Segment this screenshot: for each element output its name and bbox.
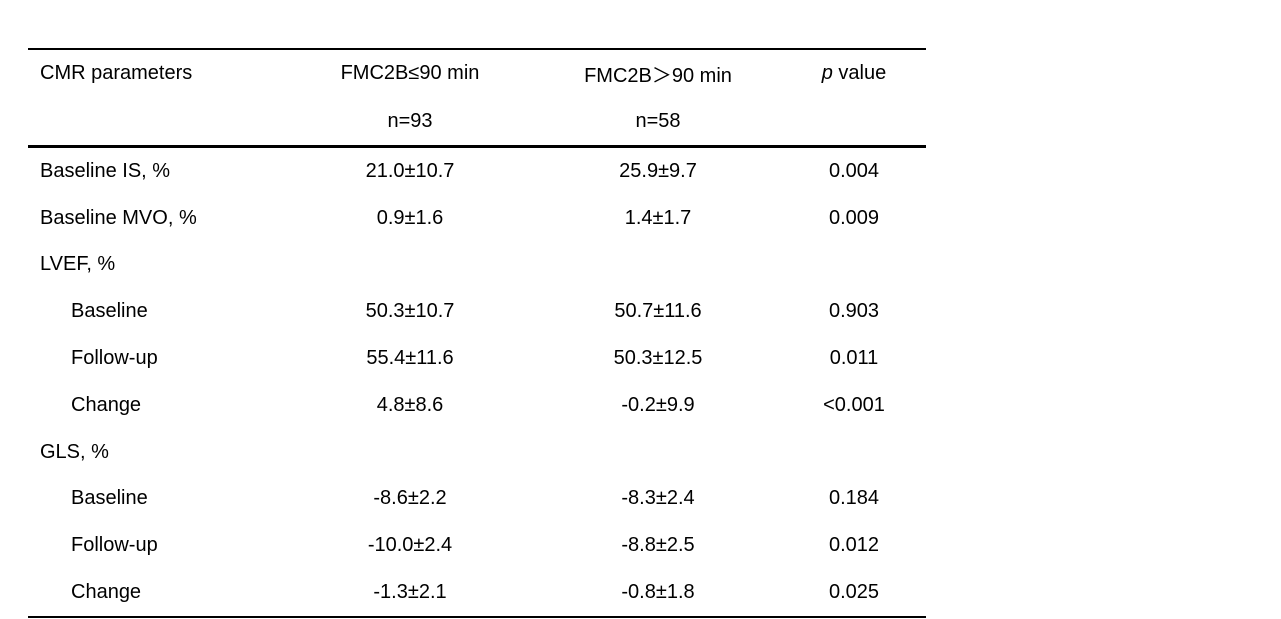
row-label-cell: Baseline MVO, % — [40, 206, 197, 229]
group2-value-cell: -8.8±2.5 — [621, 534, 695, 557]
p-value-cell: <0.001 — [823, 393, 885, 416]
p-value-cell: 0.011 — [829, 347, 879, 370]
header-label-group2: FMC2B＞90 min — [584, 65, 732, 88]
p-value-cell — [782, 242, 926, 289]
p-value-cell: 0.184 — [828, 487, 880, 510]
table-body: Baseline IS, % 21.0±10.7 25.9±9.7 0.004 … — [28, 148, 926, 616]
header-label-cmr-parameters: CMR parameters — [40, 62, 193, 85]
table-row-baseline-is: Baseline IS, % 21.0±10.7 25.9±9.7 0.004 — [28, 148, 926, 195]
group1-value-cell — [286, 242, 534, 289]
row-label-cell: Baseline IS, % — [40, 159, 171, 182]
table-row-lvef-change: Change 4.8±8.6 -0.2±9.9 <0.001 — [28, 382, 926, 429]
table-header: CMR parameters FMC2B≤90 min n=93 FMC2B＞9… — [28, 50, 926, 148]
p-value-cell: 0.012 — [828, 534, 880, 557]
group2-value-cell: 50.7±11.6 — [614, 300, 702, 323]
group1-value-cell: 4.8±8.6 — [376, 393, 444, 416]
group1-value-cell: 21.0±10.7 — [365, 159, 455, 182]
row-label-cell: GLS, % — [40, 440, 109, 463]
group1-value-cell — [286, 429, 534, 476]
table-row-gls-followup: Follow-up -10.0±2.4 -8.8±2.5 0.012 — [28, 522, 926, 569]
table-row-gls-section: GLS, % — [28, 429, 926, 476]
group1-value-cell: 0.9±1.6 — [376, 206, 444, 229]
group1-value-cell: 50.3±10.7 — [365, 300, 455, 323]
group2-value-cell: 50.3±12.5 — [613, 347, 703, 370]
group1-value-cell: -8.6±2.2 — [373, 487, 447, 510]
table-row-gls-change: Change -1.3±2.1 -0.8±1.8 0.025 — [28, 569, 926, 616]
row-label-cell: LVEF, % — [40, 253, 116, 276]
row-label-cell: Change — [71, 581, 142, 604]
row-label-cell: Follow-up — [71, 534, 158, 557]
group1-value-cell: 55.4±11.6 — [366, 347, 454, 370]
table-row-baseline-mvo: Baseline MVO, % 0.9±1.6 1.4±1.7 0.009 — [28, 195, 926, 242]
row-label-cell: Baseline — [71, 487, 148, 510]
row-label-cell: Follow-up — [71, 347, 158, 370]
group1-value-cell: -1.3±2.1 — [373, 581, 447, 604]
header-label-p-value: p value — [782, 50, 926, 98]
group2-value-cell: -0.2±9.9 — [621, 393, 695, 416]
group2-value-cell: -8.3±2.4 — [621, 487, 695, 510]
p-value-cell: 0.009 — [828, 206, 880, 229]
group2-value-cell: 1.4±1.7 — [624, 206, 692, 229]
table-row-gls-baseline: Baseline -8.6±2.2 -8.3±2.4 0.184 — [28, 476, 926, 523]
p-italic: p — [821, 62, 833, 85]
p-value-cell: 0.004 — [828, 159, 880, 182]
group2-value-cell: 25.9±9.7 — [619, 159, 697, 182]
row-label-cell: Baseline — [71, 300, 148, 323]
group2-value-cell — [534, 429, 782, 476]
p-value-cell: 0.903 — [828, 300, 880, 323]
row-label-cell: Change — [71, 393, 142, 416]
header-n-group2: n=58 — [635, 109, 681, 132]
header-cell-p-value: p value — [782, 50, 926, 145]
table-row-lvef-section: LVEF, % — [28, 242, 926, 289]
group1-value-cell: -10.0±2.4 — [367, 534, 453, 557]
cmr-comparison-table: CMR parameters FMC2B≤90 min n=93 FMC2B＞9… — [28, 48, 926, 618]
table-row-lvef-baseline: Baseline 50.3±10.7 50.7±11.6 0.903 — [28, 288, 926, 335]
table-row-lvef-followup: Follow-up 55.4±11.6 50.3±12.5 0.011 — [28, 335, 926, 382]
p-value-cell: 0.025 — [828, 581, 880, 604]
p-value-cell — [782, 429, 926, 476]
group2-value-cell: -0.8±1.8 — [621, 581, 695, 604]
header-n-group1: n=93 — [387, 109, 433, 132]
header-cell-group1: FMC2B≤90 min n=93 — [286, 50, 534, 145]
header-cell-group2: FMC2B＞90 min n=58 — [534, 50, 782, 145]
header-cell-cmr-parameters: CMR parameters — [28, 50, 286, 145]
p-value-text: value — [832, 62, 887, 85]
header-label-group1: FMC2B≤90 min — [340, 62, 480, 85]
group2-value-cell — [534, 242, 782, 289]
